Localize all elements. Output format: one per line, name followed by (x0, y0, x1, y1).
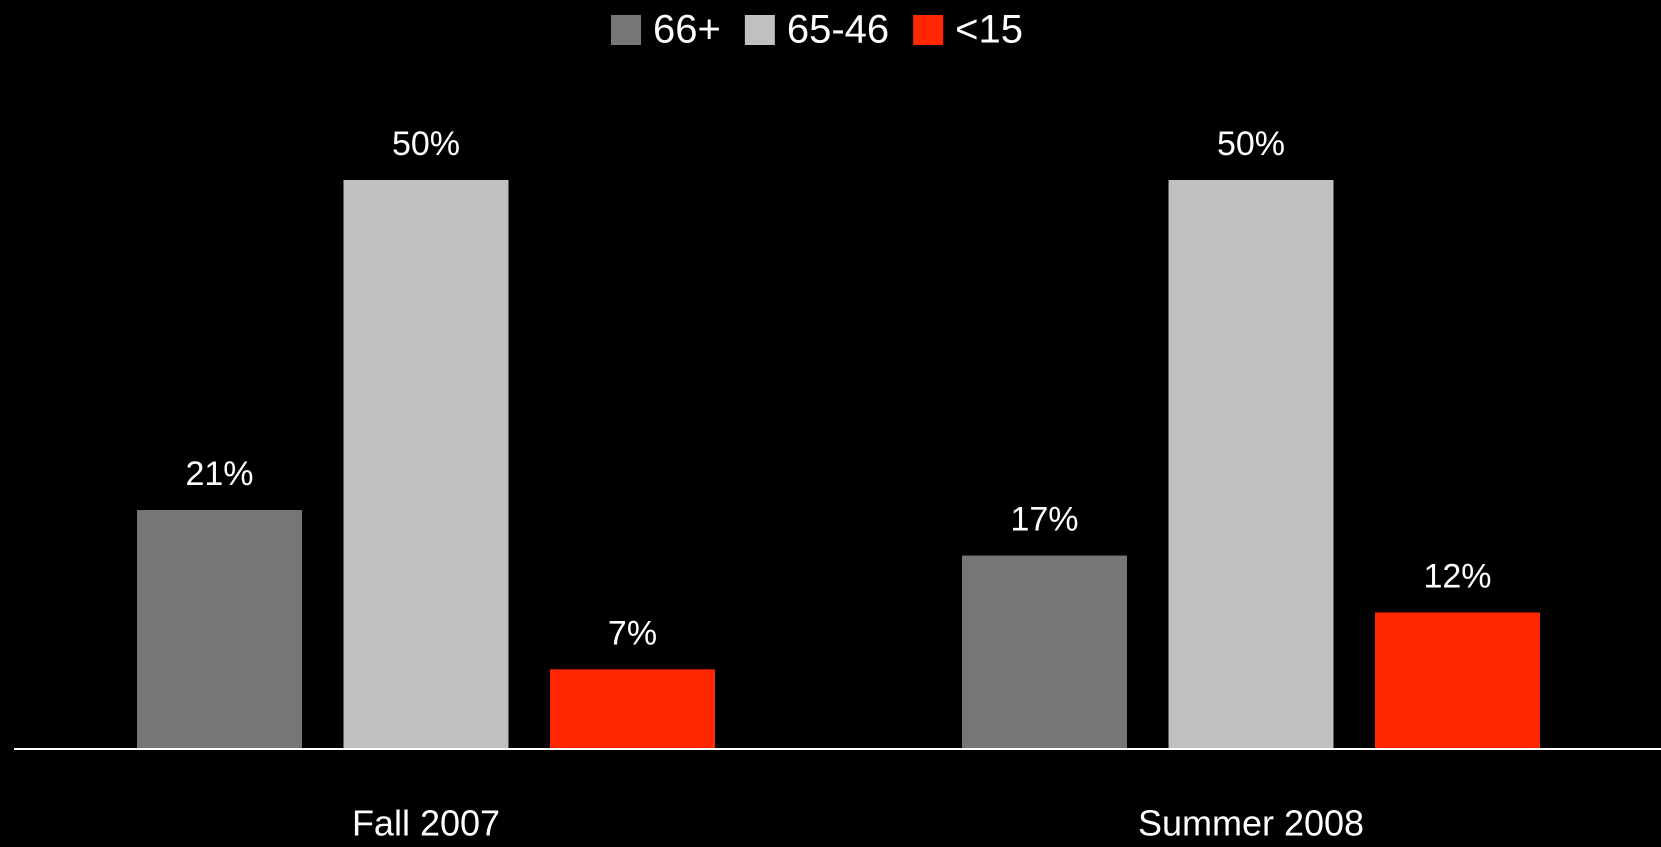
legend-label: 65-46 (787, 8, 889, 52)
bar (550, 669, 715, 749)
legend-label: 66+ (653, 8, 721, 52)
value-label: 7% (608, 614, 657, 652)
bar (962, 555, 1127, 749)
legend-swatch (913, 15, 944, 45)
bar (137, 510, 302, 749)
x-tick-label: Summer 2008 (1138, 803, 1364, 844)
value-label: 17% (1010, 501, 1078, 539)
legend-swatch (744, 15, 775, 45)
value-label: 50% (1217, 125, 1285, 163)
legend-label: <15 (955, 8, 1023, 52)
x-tick-label: Fall 2007 (352, 803, 500, 844)
bar (343, 180, 509, 749)
bar (1375, 612, 1540, 749)
value-label: 21% (185, 455, 253, 493)
value-label: 12% (1423, 557, 1491, 595)
legend-swatch (611, 15, 641, 45)
bar (1168, 180, 1334, 749)
value-label: 50% (392, 125, 460, 163)
